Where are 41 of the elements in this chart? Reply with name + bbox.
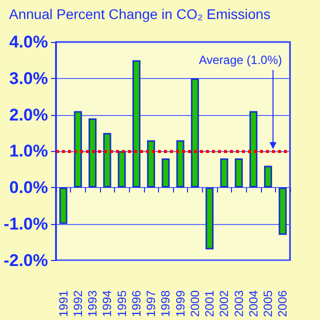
bar — [176, 140, 184, 188]
bar — [220, 158, 228, 188]
y-tick-label: 2.0% — [9, 105, 48, 124]
x-tick-label: 1996 — [129, 290, 144, 318]
x-tick-label: 2002 — [217, 290, 232, 318]
ref-line-label: Average (1.0%) — [198, 53, 282, 67]
x-tick-label: 1998 — [158, 290, 173, 318]
y-tick-label: 4.0% — [9, 32, 48, 52]
y-tick-label: 0.0% — [9, 178, 48, 198]
chart-title: Annual Percent Change in CO₂ Emissions — [9, 6, 270, 22]
x-tick-label: 2000 — [188, 290, 202, 318]
x-tick-label: 1999 — [173, 290, 188, 318]
bar — [264, 166, 272, 188]
bar — [59, 188, 68, 224]
bar — [190, 78, 199, 188]
x-tick-label: 1995 — [114, 290, 129, 318]
bar — [234, 158, 243, 188]
x-tick-label: 1994 — [100, 290, 114, 318]
bar — [103, 132, 112, 188]
x-tick-label: 1992 — [70, 290, 85, 318]
bar — [162, 158, 170, 188]
bar — [132, 60, 140, 188]
bar — [147, 140, 156, 188]
x-tick-label: 2001 — [202, 290, 217, 318]
y-tick-label: 1.0% — [9, 142, 48, 161]
bar — [249, 111, 258, 188]
y-tick-label: 3.0% — [9, 68, 48, 88]
y-tick-label: -2.0% — [4, 250, 48, 270]
y-tick-label: -1.0% — [4, 214, 48, 234]
x-tick-label: 1997 — [144, 290, 158, 318]
bar — [206, 188, 214, 250]
x-tick-label: 1991 — [56, 290, 70, 318]
bar — [118, 151, 126, 188]
x-tick-label: 1993 — [86, 290, 100, 318]
x-tick-label: 2003 — [232, 290, 246, 318]
x-tick-label: 2006 — [276, 290, 290, 318]
bar — [74, 111, 82, 188]
x-tick-label: 2005 — [261, 290, 276, 318]
bar — [278, 188, 287, 235]
bar — [88, 118, 97, 188]
x-tick-label: 2004 — [246, 290, 260, 318]
